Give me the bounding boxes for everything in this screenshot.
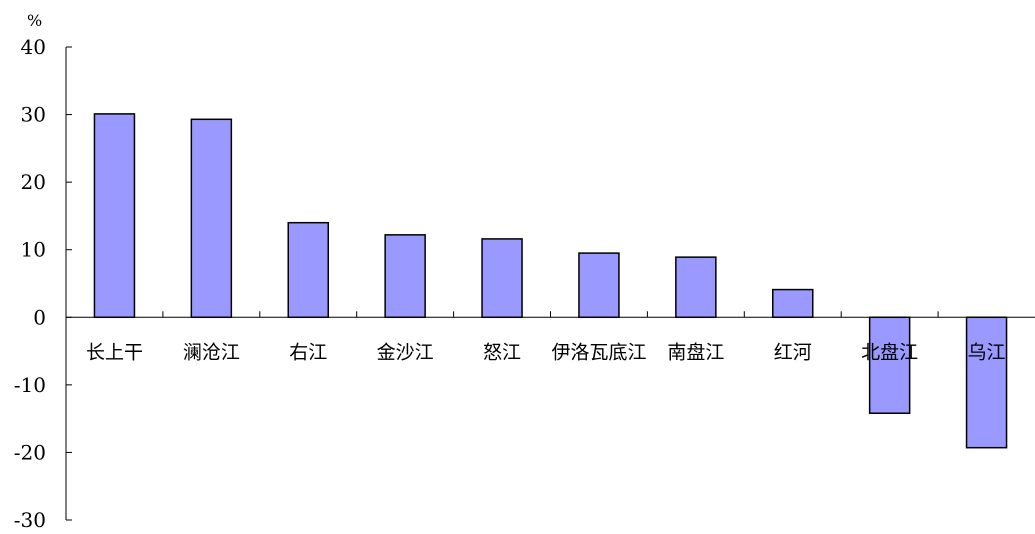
- bars: [93, 113, 1008, 449]
- y-tick-label: -30: [14, 508, 46, 532]
- y-tick-label: 30: [21, 103, 46, 127]
- y-axis-ticks: 40 30 20 10 0 -10 -20 -30: [14, 35, 72, 532]
- x-category-label: 怒江: [483, 341, 521, 363]
- y-tick-label: -20: [14, 440, 46, 464]
- bar: [481, 238, 523, 319]
- y-tick-label: 10: [21, 238, 46, 262]
- x-category-label: 澜沧江: [183, 341, 240, 363]
- bar: [965, 316, 1008, 449]
- bar: [384, 234, 426, 319]
- y-tick-label: 40: [21, 35, 46, 59]
- x-category-label: 伊洛瓦底江: [551, 341, 646, 363]
- bar: [190, 118, 233, 319]
- x-category-label: 南盘江: [667, 341, 724, 363]
- x-category-label: 长上干: [86, 341, 143, 363]
- bar: [772, 288, 814, 319]
- x-category-label: 金沙江: [377, 341, 434, 363]
- y-tick-label: 20: [21, 170, 46, 194]
- x-category-label: 乌江: [968, 341, 1006, 363]
- bar: [287, 221, 329, 319]
- bar: [868, 316, 911, 414]
- x-axis: 长上干 澜沧江 右江 金沙江 怒江 伊洛瓦底江 南盘江 红河 北盘江 乌江: [66, 311, 1035, 363]
- x-category-label: 右江: [289, 341, 327, 363]
- x-category-label: 北盘江: [861, 341, 918, 363]
- bar: [578, 252, 620, 319]
- x-category-label: 红河: [774, 341, 812, 363]
- bar: [675, 256, 717, 319]
- y-tick-label: -10: [14, 373, 46, 397]
- y-axis-unit-label: %: [27, 11, 42, 30]
- bar: [93, 113, 136, 319]
- y-tick-label: 0: [33, 305, 46, 329]
